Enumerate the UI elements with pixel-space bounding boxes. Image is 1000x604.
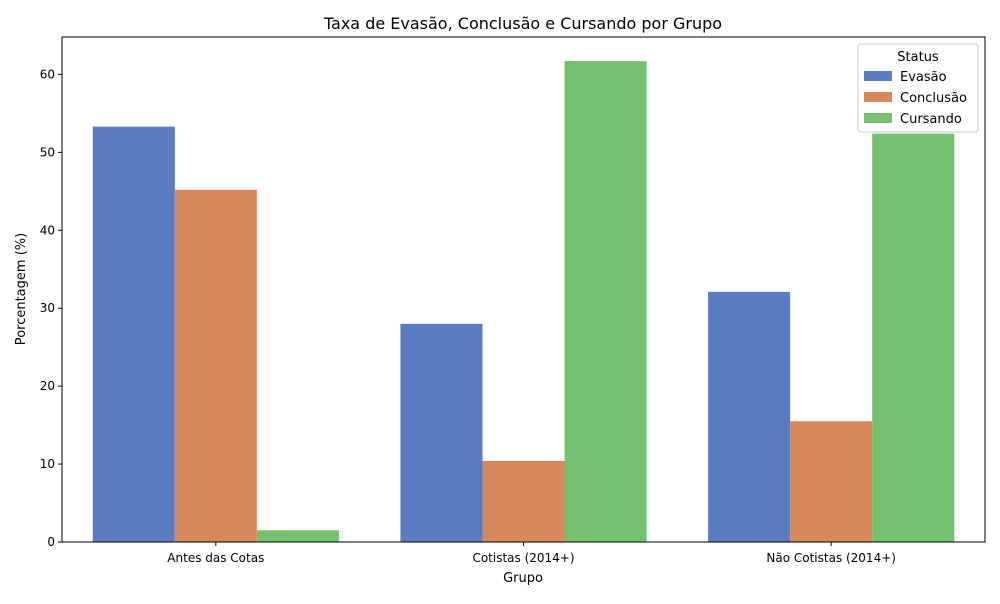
x-tick-label-1: Antes das Cotas [167, 551, 264, 565]
chart-title: Taxa de Evasão, Conclusão e Cursando por… [323, 14, 722, 33]
legend-box [857, 43, 979, 133]
y-tick-label-1: 0 [47, 535, 55, 549]
bar-3-2 [564, 61, 647, 542]
bar-3-1 [256, 530, 339, 542]
x-axis-title: Grupo [503, 571, 543, 586]
legend-label-3: Cursando [900, 112, 962, 127]
bar-1-2 [400, 323, 483, 542]
plot-area: 0 10 20 30 40 50 60 Antes das Cotas Cotistas (20… [40, 36, 986, 565]
bar-3-3 [872, 133, 955, 542]
y-tick-label-5: 40 [40, 223, 55, 237]
y-tick-label-4: 30 [40, 301, 55, 315]
bar-1-1 [92, 126, 175, 543]
legend-title: Status [897, 50, 939, 65]
legend-swatch-1 [864, 71, 892, 81]
legend-label-2: Conclusão [900, 91, 967, 106]
bar-1-3 [708, 291, 791, 542]
y-tick-label-2: 10 [40, 457, 55, 471]
y-tick-label-3: 20 [40, 379, 55, 393]
bar-2-2 [482, 460, 565, 542]
legend: Status Evasão Conclusão Cursando [857, 43, 979, 133]
y-tick-label-6: 50 [40, 145, 55, 159]
legend-swatch-3 [864, 113, 892, 123]
legend-label-1: Evasão [900, 70, 947, 85]
bar-2-3 [790, 421, 873, 542]
legend-swatch-2 [864, 92, 892, 102]
x-tick-label-2: Cotistas (2014+) [472, 551, 574, 565]
bar-2-1 [174, 189, 257, 542]
y-tick-label-7: 60 [40, 67, 55, 81]
y-axis-title: Porcentagem (%) [14, 233, 29, 345]
x-tick-label-3: Não Cotistas (2014+) [766, 551, 896, 565]
